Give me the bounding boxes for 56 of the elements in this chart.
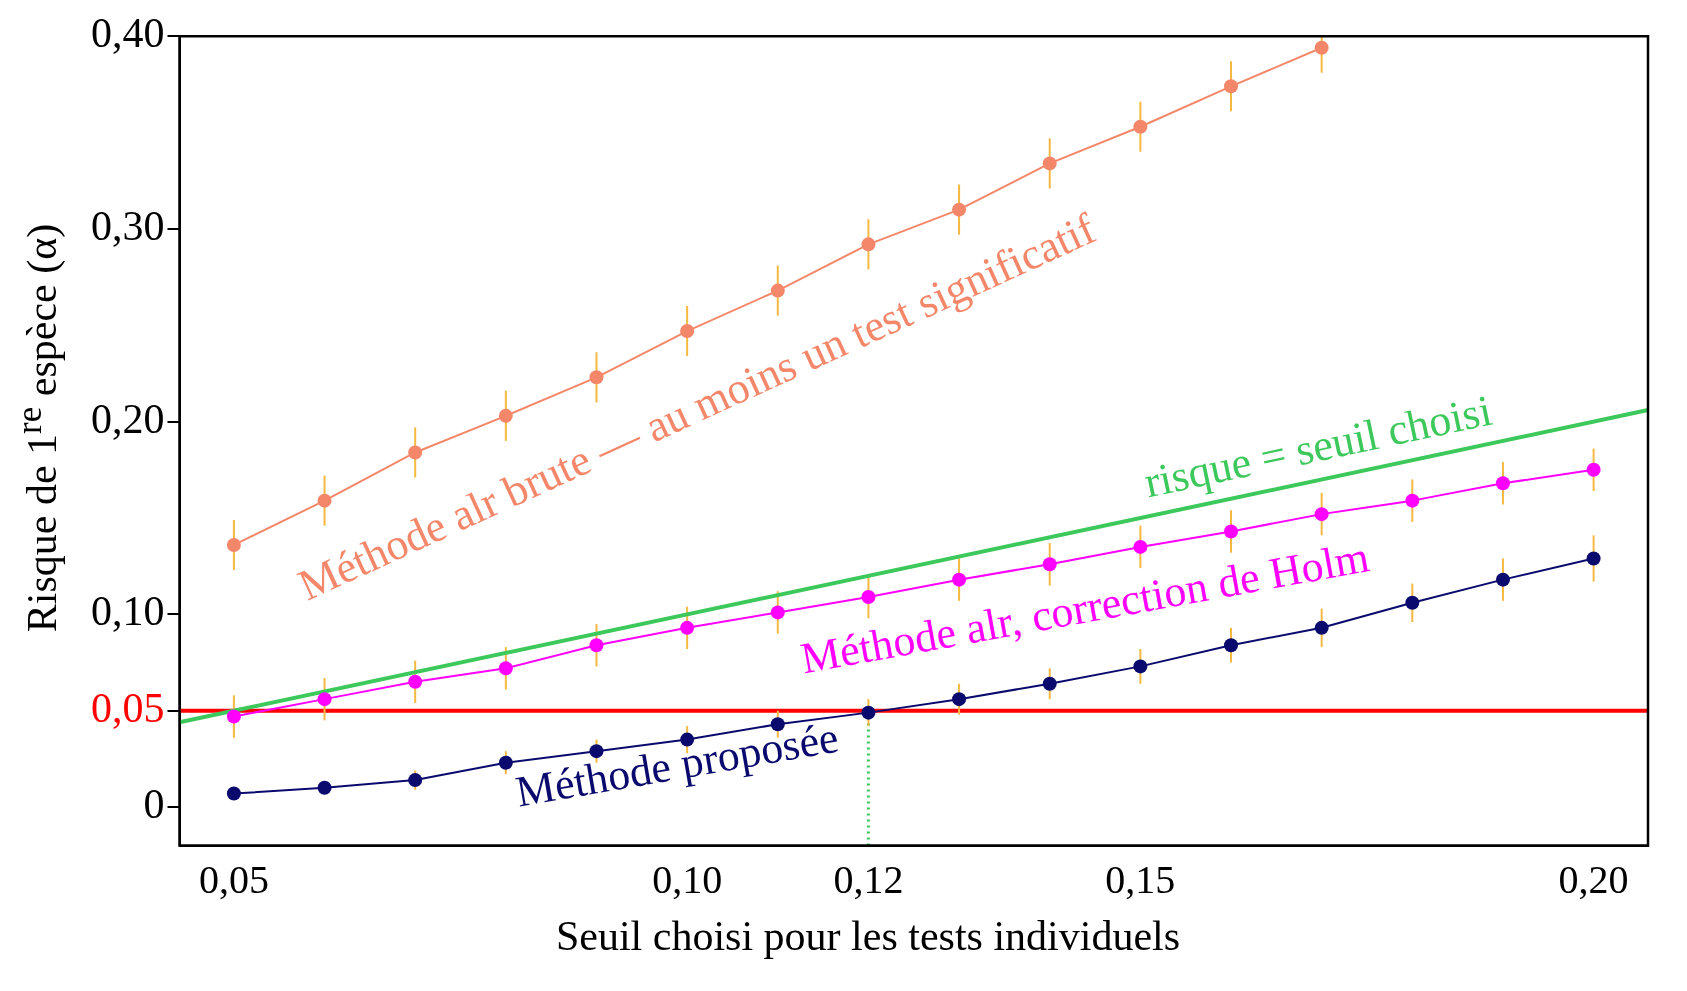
point [1586,462,1601,477]
point [1314,507,1329,522]
point [226,537,241,552]
point [317,692,332,707]
point [861,590,876,604]
y-tick-label: 0,10 [91,588,165,635]
point [408,773,423,788]
y-tick-label: 0,20 [91,395,165,442]
point [1042,156,1057,171]
point [1495,476,1510,491]
point [1133,659,1148,674]
x-tick-label: 0,12 [833,857,904,903]
point [680,324,695,339]
point [1314,620,1329,635]
text: Méthode proposée [512,712,842,817]
point [226,709,241,724]
point [498,408,513,423]
y-tick-label: 0,40 [91,10,165,57]
point [680,620,695,635]
text: risque = seuil choisi [1140,385,1497,508]
point [770,283,785,298]
point [770,605,785,620]
point [408,674,423,689]
point [952,572,967,587]
x-tick-label: 0,20 [1558,857,1629,903]
point [589,638,604,653]
point [1042,557,1057,572]
point [1224,79,1239,94]
y-tick-label: 0 [143,781,165,828]
point [589,370,604,385]
point [1133,119,1148,134]
y-tick-label: 0,05 [91,684,165,731]
y-tick-label: 0,30 [91,202,165,249]
point [408,445,423,460]
point [1405,595,1420,610]
x-tick-label: 0,15 [1105,857,1176,903]
x-tick-label: 0,10 [652,857,723,903]
point [1224,638,1239,653]
point [1224,524,1239,539]
point [1314,40,1329,55]
point [1405,493,1420,508]
point [1495,572,1510,587]
point [1586,551,1601,566]
point [861,705,876,720]
x-tick-label: 0,05 [198,857,269,903]
x-axis-title: Seuil choisi pour les tests individuels [555,912,1181,959]
point [317,493,332,508]
point [1133,539,1148,554]
point [1042,676,1057,691]
text: Méthode alr, correction de Holm [797,532,1373,684]
point [226,786,241,801]
point [317,780,332,795]
point [498,755,513,770]
point [498,661,513,676]
point [861,237,876,252]
point [952,692,967,707]
